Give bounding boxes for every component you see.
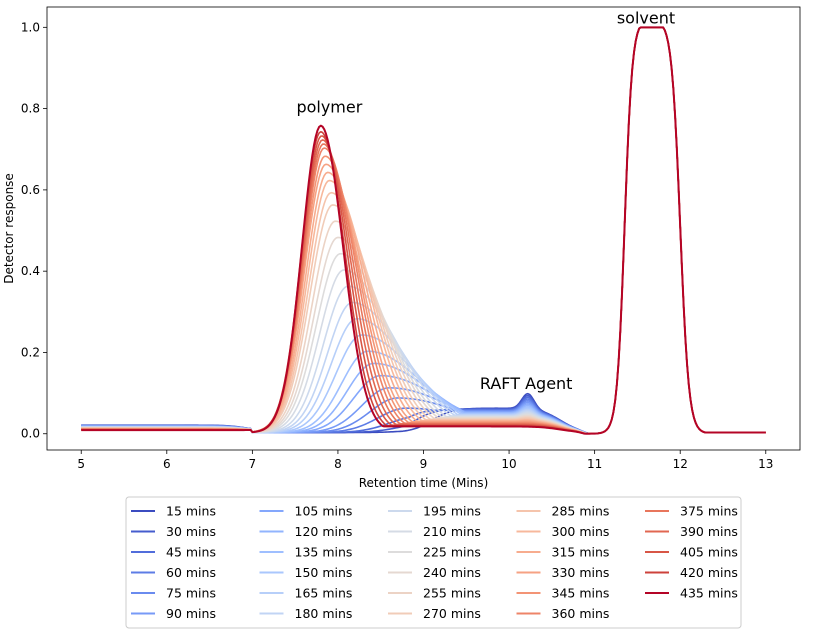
series-line	[81, 26, 766, 435]
legend-entry-label: 165 mins	[295, 586, 353, 601]
legend-entry-label: 300 mins	[552, 524, 610, 539]
legend-entry-label: 135 mins	[295, 545, 353, 560]
legend-entry-label: 45 mins	[166, 545, 216, 560]
series-line	[81, 26, 766, 435]
series-line	[81, 26, 766, 435]
legend-entry-label: 375 mins	[680, 504, 738, 519]
x-axis: 5 6 7 8 9 10 11 12 13	[77, 450, 773, 471]
legend-entry-label: 150 mins	[295, 565, 353, 580]
legend-entry-label: 195 mins	[423, 504, 481, 519]
y-tick-label: 1.0	[21, 20, 40, 34]
series-line	[81, 26, 766, 435]
series-line	[81, 26, 766, 435]
series-line	[81, 26, 766, 435]
legend-entry-label: 420 mins	[680, 565, 738, 580]
x-tick-label: 12	[673, 457, 688, 471]
series-line	[81, 26, 766, 435]
legend-entry-label: 30 mins	[166, 524, 216, 539]
y-tick-label: 0.2	[21, 345, 40, 359]
legend-entry-label: 105 mins	[295, 504, 353, 519]
series-line	[81, 26, 766, 435]
x-tick-label: 10	[501, 457, 516, 471]
legend-entry-label: 60 mins	[166, 565, 216, 580]
x-tick-label: 13	[758, 457, 773, 471]
legend-entry-label: 345 mins	[552, 586, 610, 601]
series-line	[81, 26, 766, 435]
series-line	[81, 26, 766, 435]
legend-entry-label: 15 mins	[166, 504, 216, 519]
x-tick-label: 8	[334, 457, 342, 471]
x-tick-label: 11	[587, 457, 602, 471]
series-line	[81, 26, 766, 435]
legend-entry-label: 435 mins	[680, 586, 738, 601]
x-tick-label: 5	[77, 457, 85, 471]
series-line	[81, 26, 766, 435]
legend-entry-label: 315 mins	[552, 545, 610, 560]
series-line	[81, 26, 766, 435]
legend-entry-label: 270 mins	[423, 606, 481, 621]
y-axis-label: Detector response	[2, 173, 16, 284]
series-line	[81, 26, 766, 435]
legend-entry-label: 360 mins	[552, 606, 610, 621]
legend-entry-label: 210 mins	[423, 524, 481, 539]
series-line	[81, 26, 766, 435]
legend: 15 mins 30 mins 45 mins 60 mins 75 mins 90 mi…	[125, 496, 742, 629]
series-line	[81, 26, 766, 435]
series-line	[81, 26, 766, 435]
y-tick-label: 0.0	[21, 427, 40, 441]
legend-entry-label: 75 mins	[166, 586, 216, 601]
legend-entry-label: 390 mins	[680, 524, 738, 539]
annotation-label: solvent	[617, 8, 675, 27]
series-line	[81, 26, 766, 435]
annotation-label: polymer	[296, 98, 362, 117]
y-axis: 0.0 0.2 0.4 0.6 0.8 1.0	[21, 20, 47, 441]
series-line	[81, 26, 766, 435]
series-line	[81, 26, 766, 435]
series-line	[81, 26, 766, 435]
series-line	[81, 26, 766, 435]
annotation-label: RAFT Agent	[480, 374, 573, 393]
series-lines	[81, 26, 766, 435]
legend-entry-label: 255 mins	[423, 586, 481, 601]
legend-entry-label: 90 mins	[166, 606, 216, 621]
legend-box	[125, 496, 742, 629]
y-tick-label: 0.4	[21, 264, 40, 278]
x-tick-label: 7	[249, 457, 257, 471]
legend-entry-label: 405 mins	[680, 545, 738, 560]
x-tick-label: 6	[163, 457, 171, 471]
annotations: polymer RAFT Agent solvent	[296, 8, 675, 393]
series-line	[81, 26, 766, 435]
x-tick-label: 9	[420, 457, 428, 471]
y-tick-label: 0.6	[21, 183, 40, 197]
series-line	[81, 26, 766, 435]
legend-entry-label: 180 mins	[295, 606, 353, 621]
y-tick-label: 0.8	[21, 102, 40, 116]
legend-entry-label: 330 mins	[552, 565, 610, 580]
series-line	[81, 26, 766, 435]
x-axis-label: Retention time (Mins)	[359, 476, 489, 490]
series-line	[81, 26, 766, 435]
series-line	[81, 26, 766, 435]
legend-entry-label: 240 mins	[423, 565, 481, 580]
series-line	[81, 26, 766, 435]
legend-entry-label: 225 mins	[423, 545, 481, 560]
legend-entry-label: 120 mins	[295, 524, 353, 539]
series-line	[81, 26, 766, 435]
legend-entry-label: 285 mins	[552, 504, 610, 519]
